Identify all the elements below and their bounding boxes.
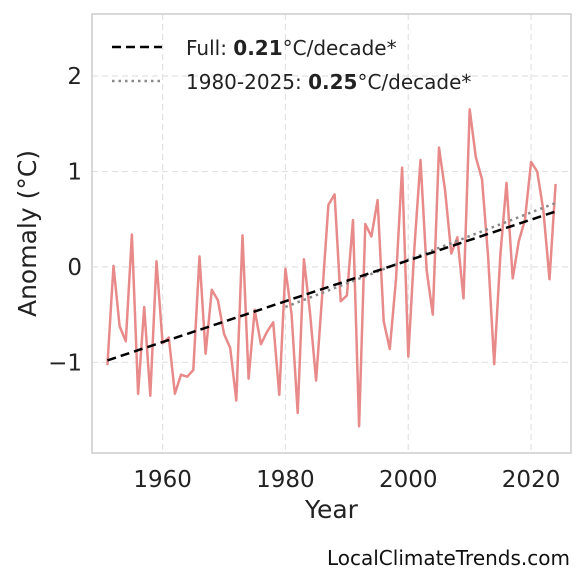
legend-recent-suffix: °C/decade*	[357, 70, 471, 94]
series-anomaly-line	[106, 108, 557, 428]
y-axis-label: Anomaly (°C)	[13, 150, 42, 317]
x-tick-label: 1980	[256, 467, 315, 493]
grid	[92, 14, 571, 453]
legend-entry-full: Full: 0.21°C/decade*	[186, 36, 397, 60]
y-tick-label: 1	[67, 159, 82, 185]
plot-frame	[91, 13, 572, 454]
trend-line-1980-2025	[284, 201, 557, 309]
axis-ticks: 1960 1980 2000 2020 −1 0 1 2	[48, 64, 560, 493]
y-tick-label: 0	[67, 255, 82, 281]
y-tick-label: 2	[67, 64, 82, 90]
legend-recent-prefix: 1980-2025:	[186, 70, 308, 94]
x-tick-label: 2000	[379, 467, 438, 493]
x-tick-label: 1960	[133, 467, 192, 493]
legend-full-suffix: °C/decade*	[283, 36, 397, 60]
legend: Full: 0.21°C/decade* 1980-2025: 0.25°C/d…	[112, 36, 471, 94]
legend-recent-value: 0.25	[308, 70, 357, 94]
legend-full-prefix: Full:	[186, 36, 233, 60]
legend-entry-1980-2025: 1980-2025: 0.25°C/decade*	[186, 70, 471, 94]
trend-line-full	[107, 210, 556, 362]
legend-full-value: 0.21	[233, 36, 282, 60]
x-tick-label: 2020	[502, 467, 561, 493]
site-credit: LocalClimateTrends.com	[326, 546, 570, 570]
x-axis-label: Year	[304, 495, 359, 524]
y-tick-label: −1	[48, 350, 82, 376]
series-layer	[106, 108, 557, 428]
